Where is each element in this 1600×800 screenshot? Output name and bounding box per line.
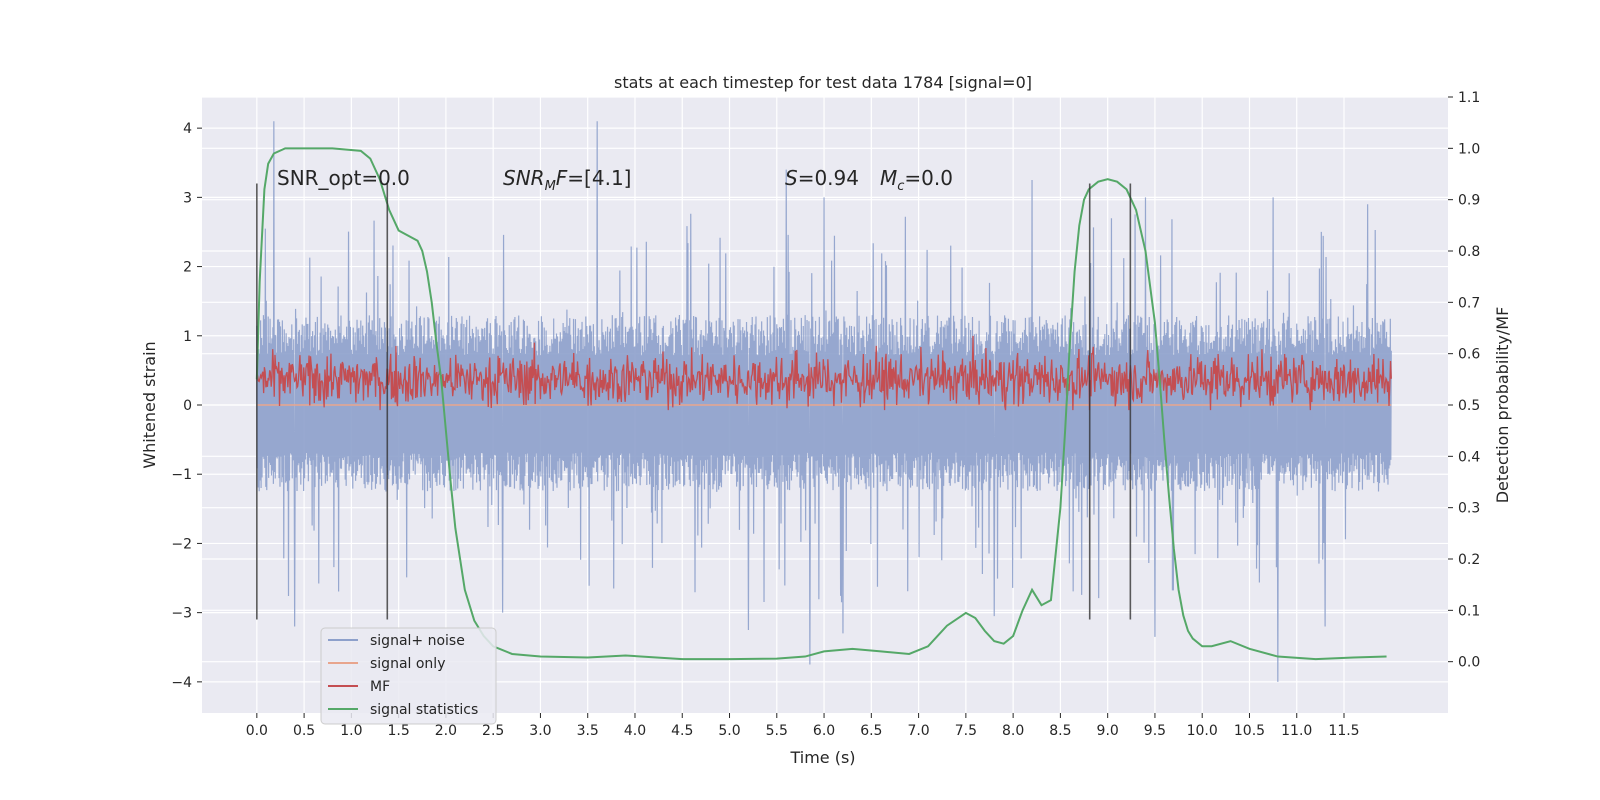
x-tick-label: 1.0 [340, 723, 362, 739]
y2-tick-label: 0.3 [1458, 501, 1480, 517]
y2-axis-label: Detection probability/MF [1493, 307, 1512, 504]
series-layer [255, 121, 1392, 682]
x-tick-label: 7.5 [955, 723, 977, 739]
y-tick-label: 3 [183, 190, 192, 206]
annotations: SNR_opt=0.0 SNRMF=[4.1] S=0.94 Mc=0.0 [277, 166, 953, 194]
annotation-snr-mf: SNRMF=[4.1] [503, 166, 631, 194]
vline-layer [256, 183, 1132, 620]
y-tick-label: 4 [183, 121, 192, 137]
x-tick-label: 10.0 [1187, 723, 1218, 739]
series-mf [256, 335, 1392, 411]
legend-label-mf: MF [370, 679, 390, 695]
axis-layer: 0.0 0.5 1.0 1.5 2.0 2.5 3.0 3.5 4.0 4.5 5.0 5.5 6.0 6… [171, 90, 1480, 739]
y-tick-label: −3 [171, 606, 192, 622]
y2-tick-label: 0.9 [1458, 193, 1480, 209]
x-tick-label: 3.5 [577, 723, 599, 739]
x-tick-label: 0.5 [293, 723, 315, 739]
y2-tick-label: 1.0 [1458, 141, 1480, 157]
annotation-mc-subscript: c [897, 179, 904, 194]
y2-tick-label: 0.2 [1458, 552, 1480, 568]
x-tick-label: 9.0 [1097, 723, 1119, 739]
x-tick-label: 6.0 [813, 723, 835, 739]
x-tick-label: 8.0 [1002, 723, 1024, 739]
x-tick-label: 8.5 [1049, 723, 1071, 739]
y2-tick-label: 0.6 [1458, 347, 1480, 363]
y2-tick-label: 0.0 [1458, 655, 1480, 671]
x-tick-label: 1.5 [388, 723, 410, 739]
annotation-s-value: =0.94 [798, 166, 859, 190]
x-tick-label: 11.5 [1328, 723, 1359, 739]
y-axis-label: Whitened strain [140, 341, 159, 468]
y2-tick-label: 0.4 [1458, 449, 1480, 465]
annotation-snr-mf-subscript: M [545, 179, 556, 194]
legend-box [320, 627, 497, 725]
y-tick-label: 1 [183, 329, 192, 345]
x-tick-label: 9.5 [1144, 723, 1166, 739]
annotation-s: S=0.94 [785, 166, 859, 190]
annotation-snr-opt: SNR_opt=0.0 [277, 166, 410, 190]
y2-tick-label: 1.1 [1458, 90, 1480, 106]
legend-label-signal-statistics: signal statistics [370, 702, 478, 718]
annotation-snr-mf-symbol: SNR [503, 166, 545, 190]
legend-label-signal-noise: signal+ noise [370, 633, 465, 649]
x-tick-label: 6.5 [860, 723, 882, 739]
y-tick-label: −4 [171, 675, 192, 691]
series-signal-noise [256, 121, 1392, 682]
x-tick-label: 5.5 [766, 723, 788, 739]
annotation-mc-value: =0.0 [904, 166, 953, 190]
y-tick-label: 0 [183, 398, 192, 414]
x-tick-label: 4.0 [624, 723, 646, 739]
x-tick-label: 10.5 [1234, 723, 1265, 739]
y-tick-label: −1 [171, 467, 192, 483]
x-tick-label: 2.5 [482, 723, 504, 739]
chart-title: stats at each timestep for test data 178… [614, 73, 1032, 92]
y2-tick-label: 0.1 [1458, 603, 1480, 619]
x-tick-label: 11.0 [1281, 723, 1312, 739]
series-signal-statistics [255, 147, 1387, 661]
y2-tick-label: 0.7 [1458, 295, 1480, 311]
annotation-snr-mf-tail: F [556, 166, 568, 190]
annotation-s-symbol: S [785, 166, 798, 190]
x-tick-label: 0.0 [246, 723, 268, 739]
x-tick-label: 5.0 [718, 723, 740, 739]
x-tick-label: 7.0 [907, 723, 929, 739]
y-tick-label: 2 [183, 260, 192, 276]
y2-tick-label: 0.5 [1458, 398, 1480, 414]
y2-tick-label: 0.8 [1458, 244, 1480, 260]
annotation-snr-mf-value: =[4.1] [567, 166, 631, 190]
legend-label-signal-only: signal only [370, 656, 445, 672]
x-tick-label: 3.0 [529, 723, 551, 739]
y-tick-label: −2 [171, 536, 192, 552]
x-axis-label: Time (s) [789, 748, 855, 767]
x-tick-label: 4.5 [671, 723, 693, 739]
x-tick-label: 2.0 [435, 723, 457, 739]
legend: signal+ noise signal only MF signal stat… [320, 627, 497, 725]
annotation-mc-symbol: M [880, 166, 897, 190]
annotation-mc: Mc=0.0 [880, 166, 953, 194]
